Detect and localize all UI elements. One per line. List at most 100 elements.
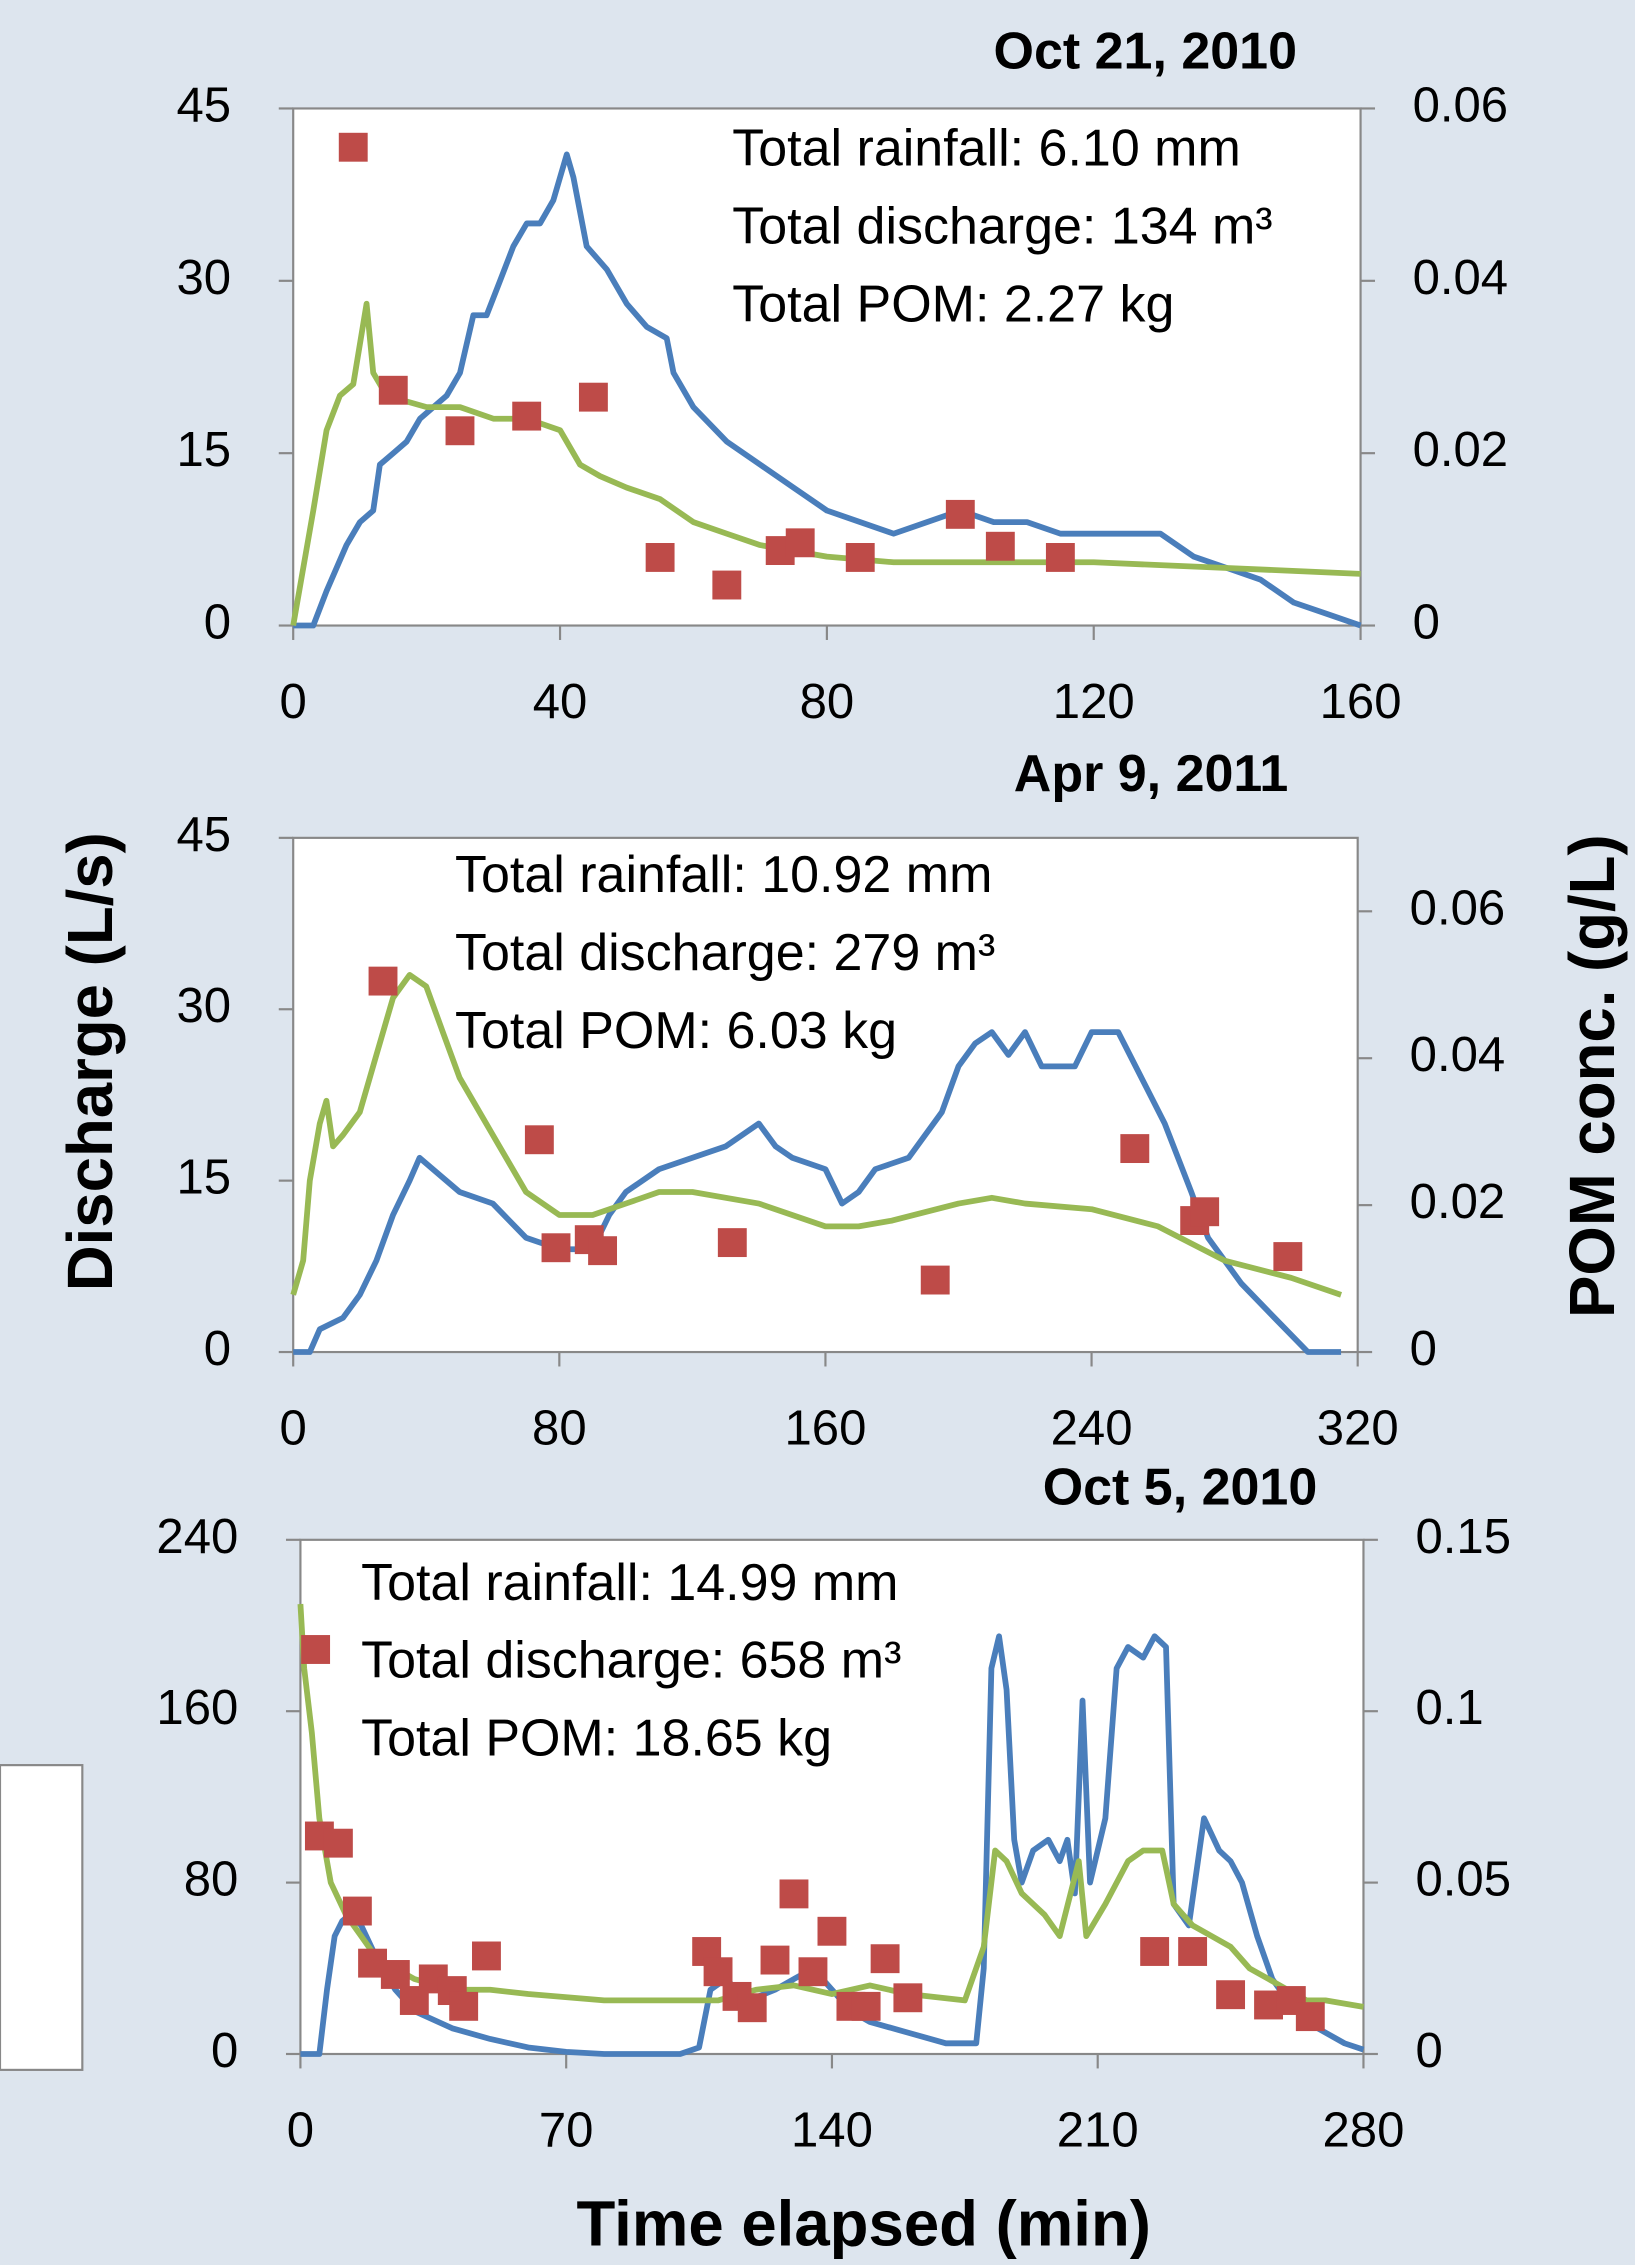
y-tick-label: 30 — [176, 251, 231, 305]
y2-tick-label: 0.06 — [1413, 78, 1509, 132]
y-tick-label: 80 — [184, 1853, 239, 1907]
annotation: Total discharge: 134 m³ — [732, 198, 1272, 256]
data-point — [1216, 1980, 1246, 2010]
annotation: Total rainfall: 14.99 mm — [361, 1554, 898, 1612]
data-point — [920, 1265, 950, 1295]
x-tick-label: 140 — [791, 2103, 873, 2157]
x-tick-label: 0 — [280, 675, 307, 729]
data-point — [817, 1916, 847, 1946]
y-tick-label: 15 — [176, 423, 231, 477]
data-point — [1140, 1937, 1170, 1966]
chart-title: Apr 9, 2011 — [1014, 745, 1289, 803]
y-axis-label: Discharge (L/s) — [55, 832, 126, 1291]
annotation: Total discharge: 279 m³ — [455, 924, 995, 982]
data-line — [293, 151, 1362, 629]
x-tick-label: 240 — [1051, 1401, 1133, 1455]
data-point — [524, 1125, 554, 1155]
annotation: Total POM: 18.65 kg — [361, 1710, 832, 1768]
y-tick-label: 0 — [204, 1322, 231, 1376]
data-point — [578, 382, 608, 412]
annotation: Total POM: 6.03 kg — [455, 1002, 897, 1060]
data-point — [323, 1828, 353, 1858]
data-point — [798, 1957, 828, 1987]
y2-tick-label: 0.02 — [1410, 1175, 1506, 1229]
x-tick-label: 210 — [1057, 2103, 1139, 2157]
x-tick-label: 320 — [1317, 1401, 1399, 1455]
y-tick-label: 0 — [211, 2024, 238, 2078]
y2-tick-label: 0.04 — [1410, 1028, 1506, 1082]
data-point — [1295, 2002, 1325, 2032]
y2-tick-label: 0.06 — [1410, 881, 1506, 935]
y-tick-label: 240 — [156, 1510, 238, 1564]
y-tick-label: 45 — [176, 808, 231, 862]
data-point — [645, 543, 675, 572]
y2-axis-label: POM conc. (g/L) — [1557, 834, 1628, 1318]
x-tick-label: 70 — [539, 2103, 594, 2157]
data-point — [760, 1945, 790, 1975]
data-point — [712, 570, 742, 600]
data-point — [472, 1941, 501, 1971]
x-tick-label: 0 — [280, 1401, 307, 1455]
data-line — [293, 1029, 1342, 1355]
data-point — [380, 1960, 410, 1989]
y-tick-label: 160 — [156, 1681, 238, 1735]
data-point — [985, 531, 1015, 561]
data-point — [378, 375, 408, 405]
x-tick-label: 80 — [532, 1401, 587, 1455]
data-point — [541, 1233, 571, 1263]
x-tick-label: 40 — [533, 675, 588, 729]
decor-box — [0, 1764, 84, 2071]
data-point — [588, 1236, 618, 1266]
data-point — [1273, 1242, 1303, 1271]
y2-tick-label: 0 — [1410, 1322, 1437, 1376]
y2-tick-label: 0.05 — [1415, 1853, 1511, 1907]
x-tick-label: 160 — [1320, 675, 1402, 729]
plot-area — [292, 107, 1362, 627]
y-tick-label: 0 — [204, 596, 231, 650]
data-line — [300, 1633, 1365, 2057]
x-tick-label: 280 — [1323, 2103, 1405, 2157]
x-tick-label: 120 — [1053, 675, 1135, 729]
data-point — [1190, 1197, 1220, 1227]
data-line — [290, 300, 1361, 627]
y2-tick-label: 0.15 — [1415, 1510, 1511, 1564]
y2-tick-label: 0.1 — [1415, 1681, 1483, 1735]
annotation: Total rainfall: 10.92 mm — [455, 846, 992, 904]
x-tick-label: 0 — [287, 2103, 314, 2157]
data-point — [870, 1944, 900, 1974]
data-point — [338, 132, 368, 162]
x-tick-label: 160 — [784, 1401, 866, 1455]
data-point — [945, 499, 975, 529]
chart-title: Oct 21, 2010 — [994, 23, 1297, 81]
data-point — [703, 1957, 733, 1987]
data-point — [851, 1991, 881, 2021]
plot-area — [292, 836, 1359, 1354]
data-point — [445, 416, 475, 446]
data-point — [342, 1896, 372, 1926]
y-tick-label: 45 — [176, 78, 231, 132]
data-point — [737, 1993, 767, 2023]
data-point — [301, 1635, 331, 1664]
data-line — [290, 972, 1343, 1298]
chart-title: Oct 5, 2010 — [1043, 1458, 1318, 1516]
data-point — [368, 966, 398, 996]
data-point — [512, 401, 542, 431]
data-point — [449, 1991, 479, 2021]
y2-tick-label: 0.04 — [1413, 251, 1509, 305]
annotation: Total POM: 2.27 kg — [732, 276, 1174, 334]
y2-tick-label: 0.02 — [1413, 423, 1509, 477]
x-axis-label: Time elapsed (min) — [577, 2189, 1151, 2260]
y2-tick-label: 0 — [1413, 596, 1440, 650]
annotation: Total rainfall: 6.10 mm — [732, 120, 1241, 178]
data-point — [717, 1228, 747, 1258]
data-point — [1045, 543, 1075, 572]
y2-tick-label: 0 — [1415, 2024, 1442, 2078]
x-tick-label: 80 — [800, 675, 855, 729]
data-point — [1178, 1937, 1208, 1966]
y-tick-label: 30 — [176, 979, 231, 1033]
data-point — [779, 1879, 809, 1909]
data-point — [845, 543, 875, 572]
data-point — [785, 528, 815, 558]
